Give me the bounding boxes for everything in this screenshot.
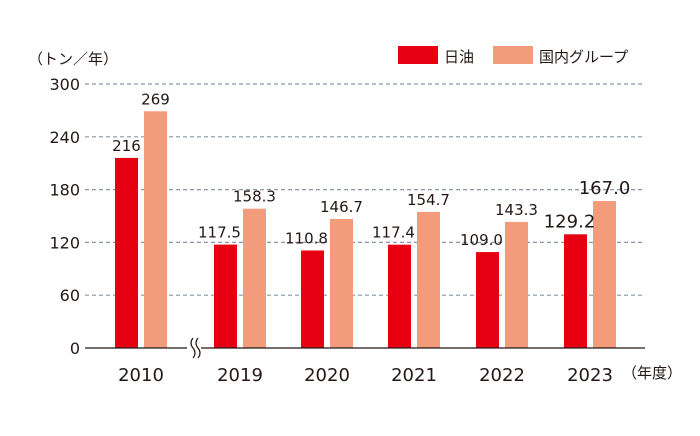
legend-swatch-group bbox=[493, 46, 533, 64]
bar-group-2019 bbox=[243, 208, 266, 348]
x-tick-label: 2020 bbox=[304, 365, 350, 386]
bar-group-2023 bbox=[593, 201, 616, 348]
data-label: 146.7 bbox=[320, 198, 363, 216]
y-tick-label: 180 bbox=[49, 181, 80, 200]
bar-nof-2020 bbox=[301, 250, 324, 348]
legend-label-group: 国内グループ bbox=[539, 48, 628, 66]
data-label: 158.3 bbox=[233, 188, 276, 206]
axis-break-icon bbox=[187, 337, 201, 359]
y-tick-label: 300 bbox=[49, 75, 80, 94]
bar-nof-2021 bbox=[388, 244, 411, 348]
x-tick-label: 2021 bbox=[391, 365, 437, 386]
data-label: 269 bbox=[141, 90, 170, 108]
data-label: 167.0 bbox=[579, 178, 631, 199]
bar-nof-2023 bbox=[564, 234, 587, 348]
x-axis-unit: （年度） bbox=[622, 364, 682, 382]
bar-nof-2019 bbox=[214, 244, 237, 348]
x-tick-label: 2010 bbox=[118, 365, 164, 386]
bar-group-2020 bbox=[330, 218, 353, 348]
x-tick-label: 2019 bbox=[217, 365, 263, 386]
data-label: 117.5 bbox=[198, 224, 241, 242]
data-label: 117.4 bbox=[372, 224, 415, 242]
data-label: 110.8 bbox=[285, 229, 328, 247]
legend: 日油 国内グループ bbox=[398, 46, 628, 66]
y-tick-label: 60 bbox=[60, 286, 80, 305]
x-tick-label: 2022 bbox=[479, 365, 525, 386]
legend-swatch-nof bbox=[398, 46, 438, 64]
y-tick-label: 240 bbox=[49, 128, 80, 147]
y-tick-label: 120 bbox=[49, 233, 80, 252]
legend-label-nof: 日油 bbox=[444, 48, 474, 66]
bar-nof-2010 bbox=[115, 157, 138, 348]
y-axis-unit: （トン／年） bbox=[28, 50, 118, 68]
data-label: 109.0 bbox=[460, 231, 503, 249]
data-label: 143.3 bbox=[495, 201, 538, 219]
x-tick-label: 2023 bbox=[567, 365, 613, 386]
bar-group-2010 bbox=[144, 111, 167, 348]
data-label: 154.7 bbox=[407, 191, 450, 209]
y-tick-label: 0 bbox=[70, 339, 80, 358]
data-label: 129.2 bbox=[544, 211, 596, 232]
data-label: 216 bbox=[112, 137, 141, 155]
bar-group-2021 bbox=[417, 211, 440, 348]
bar-nof-2022 bbox=[476, 252, 499, 348]
bar-group-2022 bbox=[505, 221, 528, 348]
